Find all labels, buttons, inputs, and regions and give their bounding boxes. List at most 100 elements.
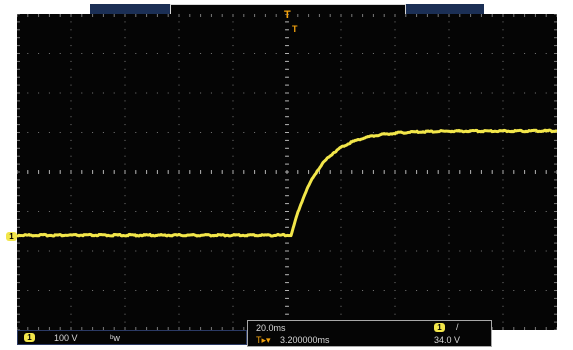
- grid-dot: [254, 250, 256, 252]
- grid-dot: [254, 53, 256, 54]
- grid-dot: [27, 211, 29, 212]
- grid-dot: [221, 53, 223, 54]
- grid-dot: [178, 313, 180, 315]
- grid-dot: [124, 226, 126, 228]
- grid-dot: [232, 76, 234, 78]
- grid-dot: [394, 187, 396, 189]
- grid-dot: [448, 155, 450, 157]
- grid-dot: [480, 53, 482, 54]
- grid-dot: [124, 124, 126, 126]
- grid-dot: [394, 274, 396, 276]
- grid-dot: [232, 258, 234, 260]
- grid-dot: [340, 266, 342, 268]
- grid-dot: [448, 92, 450, 94]
- grid-dot: [448, 266, 450, 268]
- grid-dot: [92, 211, 94, 212]
- grid-dot: [502, 195, 504, 197]
- grid-dot: [124, 116, 126, 118]
- grid-dot: [124, 132, 126, 133]
- channel-readout-panel[interactable]: 1 100 V ᵇw: [17, 330, 247, 345]
- grid-dot: [178, 139, 180, 141]
- grid-dot: [351, 92, 353, 94]
- grid-dot: [70, 211, 72, 212]
- grid-dot: [383, 92, 385, 94]
- grid-dot: [146, 250, 148, 252]
- grid-dot: [448, 250, 450, 252]
- grid-dot: [232, 305, 234, 307]
- trigger-position-marker[interactable]: T: [284, 9, 291, 21]
- grid-dot: [394, 218, 396, 220]
- grid-dot: [146, 53, 148, 54]
- grid-dot: [308, 211, 310, 212]
- grid-dot: [340, 203, 342, 205]
- grid-dot: [308, 250, 310, 252]
- grid-dot: [221, 250, 223, 252]
- grid-dot: [70, 187, 72, 189]
- grid-dot: [232, 163, 234, 165]
- grid-dot: [394, 242, 396, 244]
- grid-dot: [156, 53, 158, 54]
- grid-dot: [178, 29, 180, 31]
- grid-dot: [124, 242, 126, 244]
- grid-dot: [480, 290, 482, 291]
- grid-dot: [178, 100, 180, 102]
- grid-dot: [189, 53, 191, 54]
- grid-dot: [178, 282, 180, 284]
- grid-dot: [448, 147, 450, 149]
- grid-dot: [59, 92, 61, 94]
- grid-dot: [189, 92, 191, 94]
- grid-dot: [459, 290, 461, 291]
- grid-dot: [124, 258, 126, 260]
- grid-dot: [124, 92, 126, 94]
- grid-dot: [394, 258, 396, 260]
- grid-dot: [534, 250, 536, 252]
- grid-dot: [426, 53, 428, 54]
- grid-dot: [502, 313, 504, 315]
- grid-dot: [459, 92, 461, 94]
- grid-dot: [416, 290, 418, 291]
- grid-dot: [70, 305, 72, 307]
- grid-dot: [297, 290, 299, 291]
- grid-dot: [340, 92, 342, 94]
- grid-dot: [394, 124, 396, 126]
- grid-dot: [70, 258, 72, 260]
- grid-dot: [232, 226, 234, 228]
- grid-dot: [70, 218, 72, 220]
- grid-dot: [135, 132, 137, 133]
- grid-dot: [135, 53, 137, 54]
- grid-dot: [524, 250, 526, 252]
- grid-dot: [318, 132, 320, 133]
- grid-dot: [124, 84, 126, 86]
- grid-dot: [113, 53, 115, 54]
- horizontal-scale-label: 20.0ms: [256, 323, 286, 333]
- grid-dot: [70, 100, 72, 102]
- grid-dot: [297, 132, 299, 133]
- grid-dot: [210, 211, 212, 212]
- grid-dot: [416, 250, 418, 252]
- waveform-graticule[interactable]: [16, 13, 558, 331]
- grid-dot: [351, 250, 353, 252]
- channel-1-ground-marker[interactable]: 1: [6, 232, 17, 241]
- grid-dot: [113, 132, 115, 133]
- grid-dot: [70, 139, 72, 141]
- grid-dot: [448, 203, 450, 205]
- grid-dot: [232, 242, 234, 244]
- grid-dot: [275, 53, 277, 54]
- grid-dot: [264, 290, 266, 291]
- grid-dot: [254, 132, 256, 133]
- grid-dot: [232, 266, 234, 268]
- grid-dot: [81, 132, 83, 133]
- horizontal-trigger-readout-panel[interactable]: 20.0ms T▸▾ 3.200000ms 1 / 34.0 V: [247, 320, 492, 347]
- grid-dot: [102, 53, 104, 54]
- grid-dot: [448, 53, 450, 54]
- grid-dot: [70, 84, 72, 86]
- grid-dot: [448, 163, 450, 165]
- grid-dot: [502, 226, 504, 228]
- grid-dot: [340, 187, 342, 189]
- grid-dot: [394, 139, 396, 141]
- grid-dot: [448, 21, 450, 23]
- grid-dot: [405, 290, 407, 291]
- grid-dot: [70, 29, 72, 31]
- grid-dot: [264, 211, 266, 212]
- grid-dot: [113, 92, 115, 94]
